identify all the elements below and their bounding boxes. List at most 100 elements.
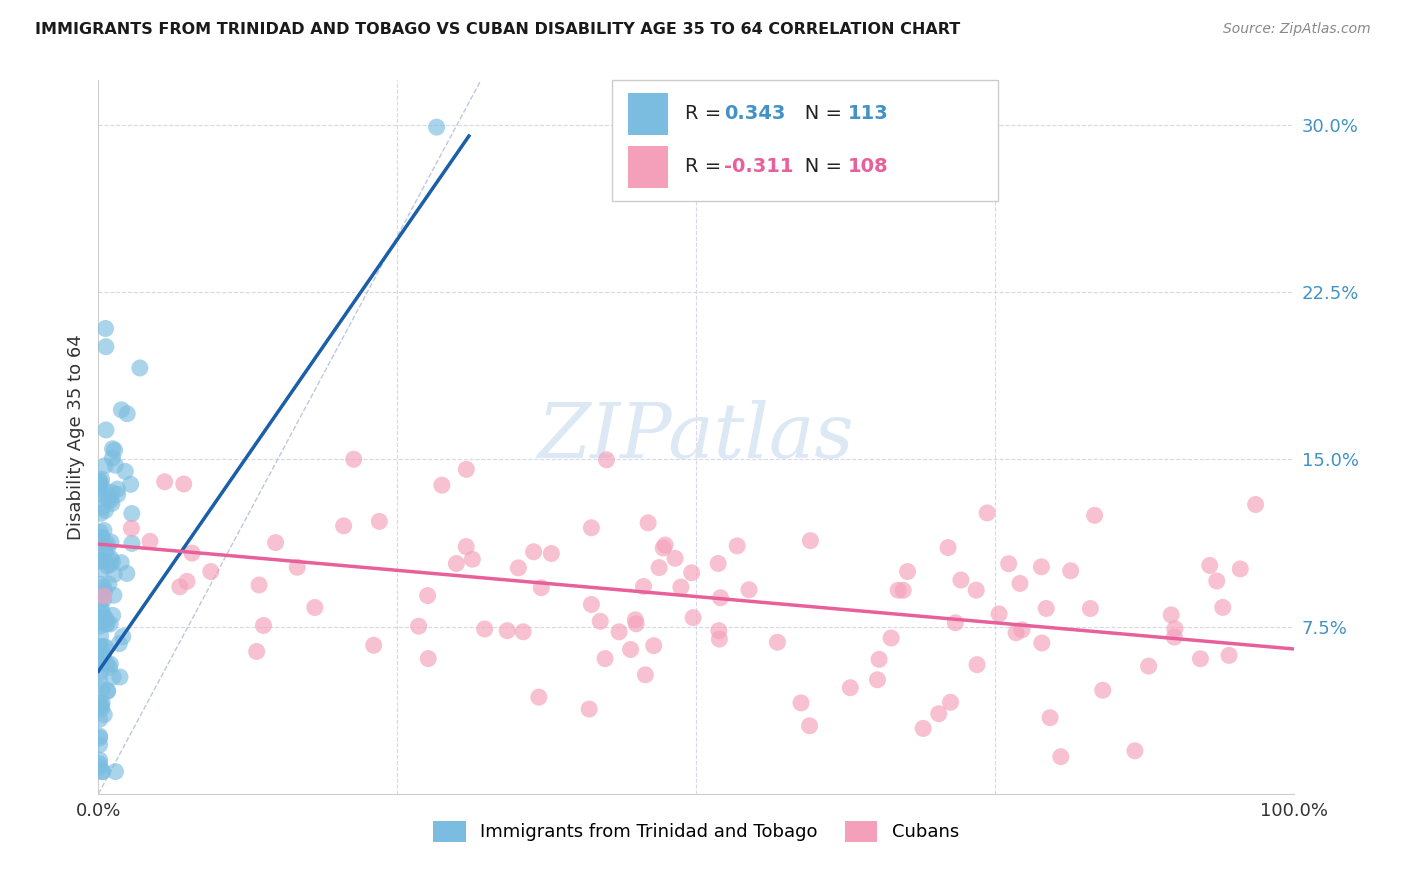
Text: ZIPatlas: ZIPatlas	[537, 401, 855, 474]
Point	[474, 622, 496, 636]
Legend: Immigrants from Trinidad and Tobago, Cubans: Immigrants from Trinidad and Tobago, Cub…	[426, 814, 966, 849]
Point	[153, 475, 176, 489]
Point	[90, 698, 112, 713]
Point	[589, 614, 612, 628]
Point	[93, 592, 115, 607]
Point	[128, 361, 150, 376]
Point	[94, 503, 117, 517]
Point	[508, 561, 530, 575]
Point	[114, 464, 136, 478]
Point	[89, 665, 111, 680]
Point	[91, 530, 114, 544]
Point	[93, 580, 115, 594]
Point	[104, 458, 127, 473]
Point	[96, 684, 118, 698]
Point	[93, 648, 115, 662]
Point	[93, 524, 115, 538]
Point	[1080, 601, 1102, 615]
Point	[1091, 683, 1114, 698]
Point	[181, 546, 204, 560]
Point	[790, 696, 813, 710]
Point	[408, 619, 430, 633]
Point	[96, 657, 118, 671]
Point	[89, 642, 111, 657]
Point	[90, 536, 112, 550]
Point	[90, 507, 112, 521]
Point	[593, 651, 616, 665]
Point	[97, 577, 120, 591]
Point	[581, 521, 603, 535]
Point	[108, 637, 131, 651]
Point	[103, 567, 125, 582]
Point	[332, 519, 354, 533]
Text: R =: R =	[685, 158, 727, 177]
Point	[90, 472, 112, 486]
Point	[264, 535, 287, 549]
Point	[89, 712, 111, 726]
Point	[461, 552, 484, 566]
Point	[512, 624, 534, 639]
Point	[89, 483, 111, 497]
Point	[121, 507, 143, 521]
Point	[94, 612, 117, 626]
Point	[90, 602, 112, 616]
Point	[90, 764, 112, 779]
Point	[1205, 574, 1227, 588]
Point	[94, 423, 117, 437]
Point	[90, 562, 112, 576]
Point	[100, 551, 122, 566]
Point	[91, 480, 114, 494]
Point	[98, 558, 121, 572]
Point	[633, 579, 655, 593]
Text: 113: 113	[848, 104, 889, 123]
Point	[1039, 711, 1062, 725]
Point	[880, 631, 903, 645]
Y-axis label: Disability Age 35 to 64: Disability Age 35 to 64	[66, 334, 84, 540]
Point	[91, 696, 114, 710]
Point	[89, 756, 111, 771]
Point	[664, 551, 686, 566]
Point	[1164, 622, 1187, 636]
Point	[89, 738, 111, 752]
Point	[89, 760, 111, 774]
Point	[115, 566, 138, 581]
Point	[111, 630, 134, 644]
Point	[91, 603, 114, 617]
Point	[496, 624, 519, 638]
Point	[94, 458, 117, 473]
Point	[103, 443, 125, 458]
Point	[107, 487, 129, 501]
Point	[247, 578, 270, 592]
Point	[100, 492, 122, 507]
Point	[89, 649, 111, 664]
Point	[90, 577, 112, 591]
Point	[91, 682, 114, 697]
Point	[90, 701, 112, 715]
Text: Source: ZipAtlas.com: Source: ZipAtlas.com	[1223, 22, 1371, 37]
Point	[624, 613, 647, 627]
Point	[936, 541, 959, 555]
Point	[96, 615, 118, 630]
Point	[110, 402, 132, 417]
Point	[581, 598, 603, 612]
Point	[101, 485, 124, 500]
Point	[121, 536, 143, 550]
Point	[115, 407, 138, 421]
Point	[527, 690, 550, 705]
Point	[108, 670, 131, 684]
Point	[89, 615, 111, 630]
Point	[93, 707, 115, 722]
Point	[1160, 607, 1182, 622]
Point	[89, 648, 111, 662]
Point	[1031, 559, 1053, 574]
Point	[966, 657, 988, 672]
Point	[1005, 625, 1028, 640]
Point	[866, 673, 889, 687]
Point	[94, 543, 117, 558]
Point	[89, 696, 111, 710]
Point	[949, 573, 972, 587]
Point	[89, 475, 111, 489]
Point	[1060, 564, 1083, 578]
Point	[94, 321, 117, 335]
Point	[89, 753, 111, 767]
